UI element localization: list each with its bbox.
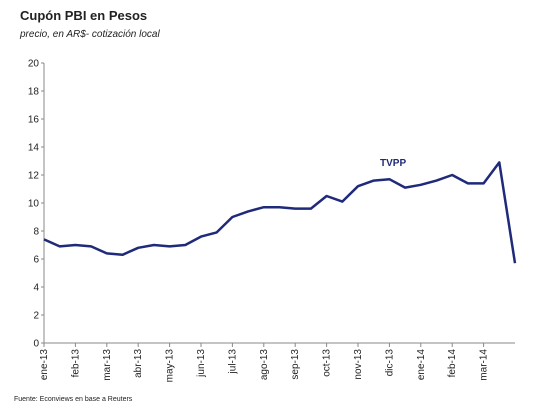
chart-subtitle: precio, en AR$- cotización local xyxy=(19,29,160,40)
y-tick-label: 4 xyxy=(33,283,39,294)
y-tick-label: 12 xyxy=(28,171,40,182)
source: Fuente: Econviews en base a Reuters xyxy=(14,396,133,403)
x-tick-label: jul-13 xyxy=(227,349,238,375)
x-tick-label: mar-13 xyxy=(102,349,113,381)
x-tick-label: mar-14 xyxy=(479,349,490,381)
x-tick-label: feb-14 xyxy=(447,349,458,378)
x-tick-label: ene-13 xyxy=(39,349,50,381)
y-tick-label: 18 xyxy=(28,87,40,98)
chart-title: Cupón PBI en Pesos xyxy=(20,8,147,23)
y-tick-label: 10 xyxy=(28,199,40,210)
line-series xyxy=(43,161,517,264)
y-tick-label: 0 xyxy=(33,339,39,350)
x-tick-label: abr-13 xyxy=(133,349,144,378)
x-tick-label: feb-13 xyxy=(70,349,81,378)
x-tick-label: oct-13 xyxy=(322,349,333,377)
y-tick-label: 16 xyxy=(28,115,40,126)
y-tick-label: 20 xyxy=(28,59,40,70)
x-tick-label: dic-13 xyxy=(384,349,395,377)
x-tick-label: nov-13 xyxy=(353,349,364,380)
y-tick-label: 2 xyxy=(33,311,39,322)
x-tick-label: ago-13 xyxy=(259,349,270,381)
y-tick-label: 6 xyxy=(33,255,39,266)
x-tick-label: may-13 xyxy=(165,349,176,383)
x-tick-label: ene-14 xyxy=(416,349,427,381)
y-tick-label: 8 xyxy=(33,227,39,238)
x-tick-label: jun-13 xyxy=(196,349,207,378)
annotation: TVPP xyxy=(380,158,406,169)
y-tick-label: 14 xyxy=(28,143,40,154)
x-tick-label: sep-13 xyxy=(290,349,301,380)
